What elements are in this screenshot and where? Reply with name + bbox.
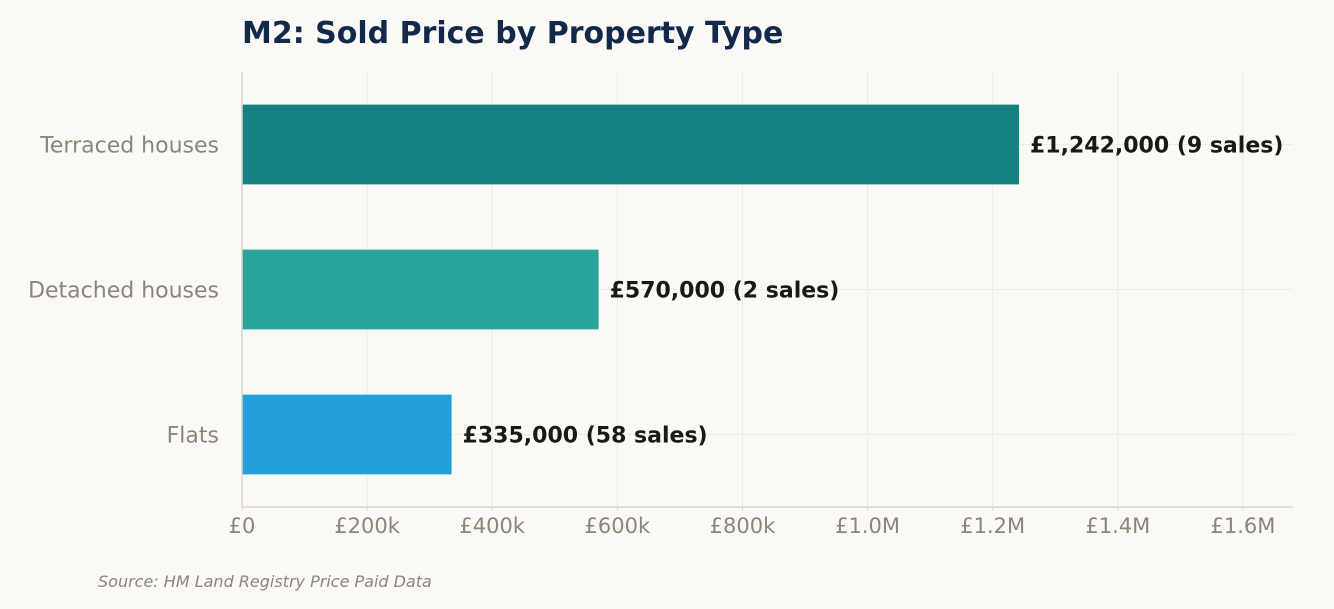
bar xyxy=(242,394,452,475)
x-tick-label: £1.6M xyxy=(1211,514,1276,538)
x-tick-label: £1.0M xyxy=(835,514,900,538)
category-label: Flats xyxy=(167,424,219,449)
x-tick-label: £400k xyxy=(459,514,525,538)
source-note: Source: HM Land Registry Price Paid Data xyxy=(98,572,432,591)
category-label: Detached houses xyxy=(28,279,219,304)
x-tick-label: £0 xyxy=(229,514,256,538)
category-label: Terraced houses xyxy=(39,134,219,159)
x-tick-label: £1.4M xyxy=(1085,514,1150,538)
bars xyxy=(242,104,1019,475)
x-tick-label: £200k xyxy=(334,514,400,538)
x-tick-label: £800k xyxy=(710,514,776,538)
x-tick-label: £600k xyxy=(585,514,651,538)
x-tick-label: £1.2M xyxy=(960,514,1025,538)
bar xyxy=(242,249,599,330)
axes: Terraced houses Detached houses Flats £0 £20… xyxy=(28,72,1293,538)
bar xyxy=(242,104,1019,185)
bar-value-label: £570,000 (2 sales) xyxy=(610,279,840,304)
bar-labels: £1,242,000 (9 sales) £570,000 (2 sales) £3… xyxy=(463,134,1284,449)
bar-value-label: £335,000 (58 sales) xyxy=(463,424,708,449)
bar-value-label: £1,242,000 (9 sales) xyxy=(1030,134,1283,159)
chart-title: M2: Sold Price by Property Type xyxy=(242,16,783,51)
